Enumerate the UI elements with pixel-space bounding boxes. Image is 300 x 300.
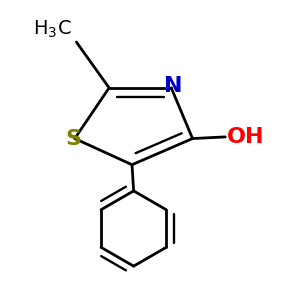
Text: N: N — [164, 76, 182, 96]
Text: S: S — [65, 128, 81, 148]
Text: OH: OH — [227, 127, 264, 147]
Text: H$_3$C: H$_3$C — [33, 19, 71, 40]
